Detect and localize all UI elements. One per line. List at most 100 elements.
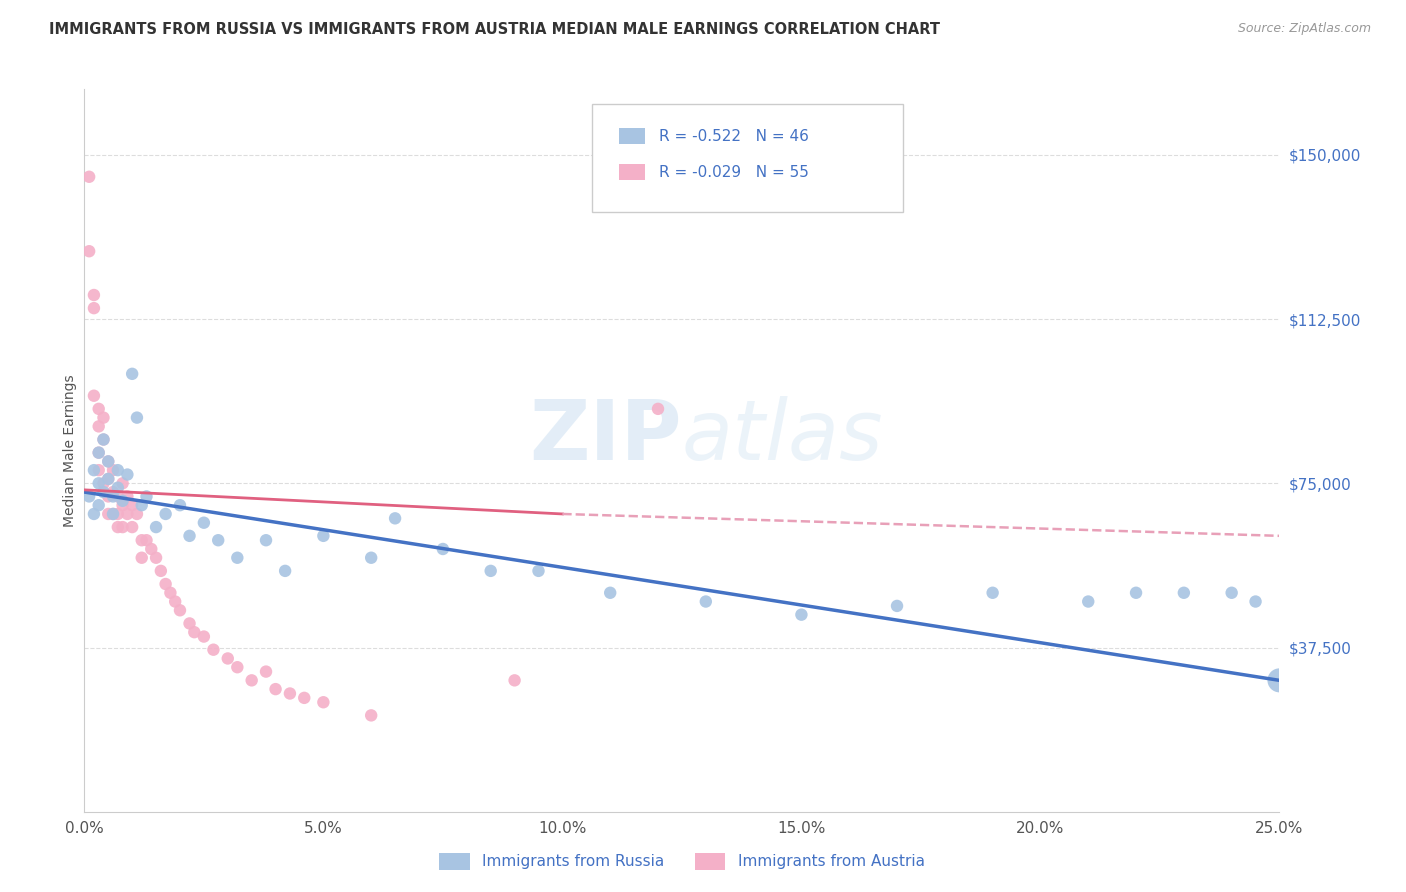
Point bbox=[169, 603, 191, 617]
Point bbox=[226, 550, 249, 565]
Point bbox=[292, 690, 315, 705]
Point bbox=[695, 594, 717, 608]
Point bbox=[117, 490, 139, 504]
Point bbox=[149, 564, 172, 578]
Point bbox=[97, 490, 120, 504]
Point bbox=[217, 651, 239, 665]
Point bbox=[479, 564, 502, 578]
Point bbox=[87, 476, 110, 491]
Point bbox=[1125, 586, 1147, 600]
Point bbox=[159, 586, 181, 600]
Point bbox=[87, 445, 110, 459]
Point bbox=[254, 533, 277, 548]
Text: R = -0.522   N = 46: R = -0.522 N = 46 bbox=[659, 128, 808, 144]
Point bbox=[155, 507, 177, 521]
FancyBboxPatch shape bbox=[592, 103, 903, 212]
Point bbox=[278, 686, 301, 700]
Point bbox=[254, 665, 277, 679]
Point bbox=[527, 564, 550, 578]
Point bbox=[87, 401, 110, 416]
Point bbox=[93, 433, 115, 447]
Point bbox=[93, 433, 115, 447]
Point bbox=[97, 472, 120, 486]
Point bbox=[179, 616, 201, 631]
Point bbox=[101, 490, 124, 504]
Point bbox=[93, 476, 115, 491]
Point bbox=[97, 472, 120, 486]
Point bbox=[1244, 594, 1267, 608]
Point bbox=[121, 367, 143, 381]
Point bbox=[169, 498, 191, 512]
Point bbox=[312, 695, 335, 709]
Point bbox=[432, 541, 454, 556]
Point bbox=[83, 301, 105, 315]
Point bbox=[193, 630, 215, 644]
Text: atlas: atlas bbox=[682, 395, 883, 476]
Point bbox=[886, 599, 908, 613]
Point bbox=[83, 507, 105, 521]
Point bbox=[131, 498, 153, 512]
Point bbox=[1173, 586, 1195, 600]
Point bbox=[107, 481, 129, 495]
Point bbox=[179, 529, 201, 543]
Point bbox=[125, 410, 148, 425]
Point bbox=[77, 490, 100, 504]
Point bbox=[1268, 673, 1291, 688]
Text: R = -0.029   N = 55: R = -0.029 N = 55 bbox=[659, 165, 808, 180]
Point bbox=[135, 533, 157, 548]
Point bbox=[183, 625, 205, 640]
FancyBboxPatch shape bbox=[619, 128, 645, 145]
Point bbox=[790, 607, 813, 622]
Point bbox=[107, 520, 129, 534]
Point bbox=[111, 476, 134, 491]
Point bbox=[87, 498, 110, 512]
Point bbox=[240, 673, 263, 688]
Point bbox=[121, 520, 143, 534]
Point bbox=[145, 550, 167, 565]
Point bbox=[77, 244, 100, 259]
Point bbox=[1220, 586, 1243, 600]
Text: Source: ZipAtlas.com: Source: ZipAtlas.com bbox=[1237, 22, 1371, 36]
Point bbox=[83, 463, 105, 477]
Point bbox=[312, 529, 335, 543]
Text: IMMIGRANTS FROM RUSSIA VS IMMIGRANTS FROM AUSTRIA MEDIAN MALE EARNINGS CORRELATI: IMMIGRANTS FROM RUSSIA VS IMMIGRANTS FRO… bbox=[49, 22, 941, 37]
Point bbox=[93, 485, 115, 500]
Point bbox=[117, 507, 139, 521]
Point bbox=[360, 550, 382, 565]
Point bbox=[101, 463, 124, 477]
Point bbox=[97, 507, 120, 521]
Point bbox=[274, 564, 297, 578]
Point bbox=[107, 507, 129, 521]
Point bbox=[93, 410, 115, 425]
Point bbox=[101, 507, 124, 521]
Y-axis label: Median Male Earnings: Median Male Earnings bbox=[63, 374, 77, 527]
Point bbox=[503, 673, 526, 688]
Point bbox=[599, 586, 621, 600]
Point bbox=[131, 550, 153, 565]
Point bbox=[83, 389, 105, 403]
Point bbox=[101, 507, 124, 521]
Point bbox=[87, 463, 110, 477]
Point bbox=[107, 490, 129, 504]
Point bbox=[111, 493, 134, 508]
Point bbox=[77, 169, 100, 184]
Point bbox=[384, 511, 406, 525]
Point bbox=[117, 467, 139, 482]
Point bbox=[226, 660, 249, 674]
Point bbox=[107, 463, 129, 477]
Point bbox=[135, 490, 157, 504]
Point bbox=[1077, 594, 1099, 608]
Point bbox=[202, 642, 225, 657]
Legend: Immigrants from Russia, Immigrants from Austria: Immigrants from Russia, Immigrants from … bbox=[433, 847, 931, 876]
Point bbox=[193, 516, 215, 530]
Point bbox=[155, 577, 177, 591]
Point bbox=[207, 533, 229, 548]
Point bbox=[111, 498, 134, 512]
Point bbox=[165, 594, 187, 608]
Point bbox=[264, 682, 287, 697]
FancyBboxPatch shape bbox=[619, 164, 645, 180]
Point bbox=[101, 485, 124, 500]
Point bbox=[111, 520, 134, 534]
Point bbox=[647, 401, 669, 416]
Point bbox=[360, 708, 382, 723]
